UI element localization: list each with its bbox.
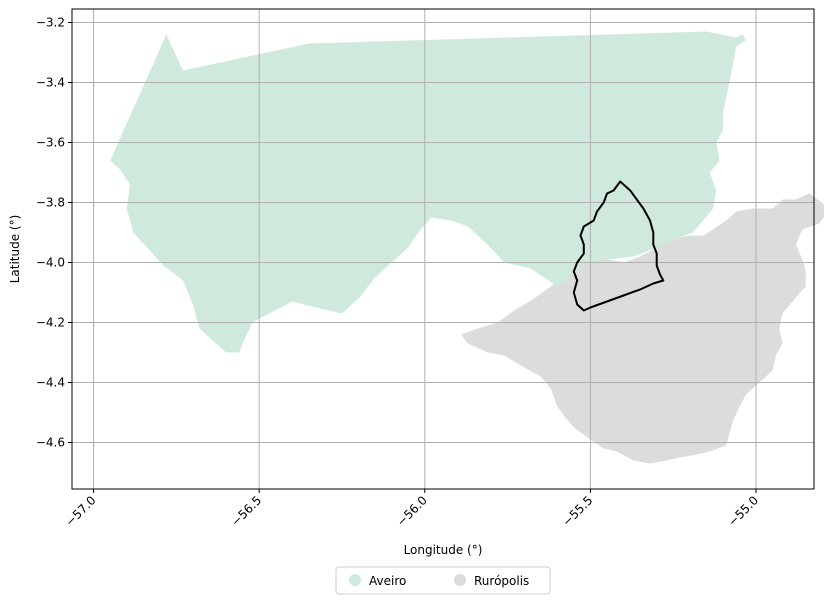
- regions-layer: [110, 31, 824, 464]
- x-axis-label: Longitude (°): [404, 543, 483, 557]
- legend-frame: [335, 566, 551, 595]
- y-tick-label: −4.0: [36, 256, 65, 270]
- y-axis-ticks: −3.2 −3.4 −3.6 −3.8 −4.0 −4.2 −4.4 −4.6: [36, 16, 72, 450]
- x-axis-ticks: −57.0 −56.5 −56.0 −55.5 −55.0: [63, 489, 761, 529]
- x-tick-label: −56.0: [394, 493, 430, 529]
- x-tick-label: −56.5: [228, 493, 264, 529]
- y-tick-label: −4.2: [36, 316, 65, 330]
- legend-label: Aveiro: [369, 574, 406, 588]
- y-tick-label: −3.8: [36, 196, 65, 210]
- x-tick-label: −55.5: [560, 493, 596, 529]
- region-ruropolis: [461, 193, 824, 464]
- x-tick-label: −55.0: [725, 493, 761, 529]
- outline-layer: [572, 180, 665, 312]
- plot-frame: [71, 8, 815, 490]
- region-aveiro: [110, 31, 747, 353]
- grid-layer: [72, 9, 814, 489]
- x-tick-label: −57.0: [63, 493, 99, 529]
- y-tick-label: −4.6: [36, 436, 65, 450]
- legend: Aveiro Rurópolis: [335, 566, 551, 595]
- highlight-outline: [572, 180, 665, 312]
- y-tick-label: −3.2: [36, 16, 65, 30]
- y-tick-label: −4.4: [36, 376, 65, 390]
- y-axis-label: Latitude (°): [8, 215, 22, 284]
- legend-label: Rurópolis: [474, 574, 529, 588]
- legend-marker: [349, 574, 361, 586]
- y-tick-label: −3.4: [36, 76, 65, 90]
- legend-marker: [454, 574, 466, 586]
- y-tick-label: −3.6: [36, 136, 65, 150]
